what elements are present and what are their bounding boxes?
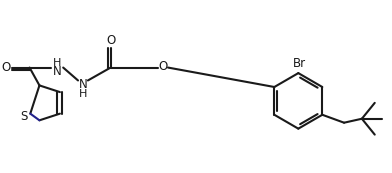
Text: H: H: [53, 58, 62, 68]
Text: O: O: [106, 34, 115, 47]
Text: O: O: [158, 60, 168, 73]
Text: N: N: [78, 78, 87, 91]
Text: N: N: [53, 65, 62, 78]
Text: H: H: [79, 89, 87, 99]
Text: S: S: [21, 110, 28, 123]
Text: O: O: [1, 61, 11, 74]
Text: Br: Br: [293, 57, 306, 70]
